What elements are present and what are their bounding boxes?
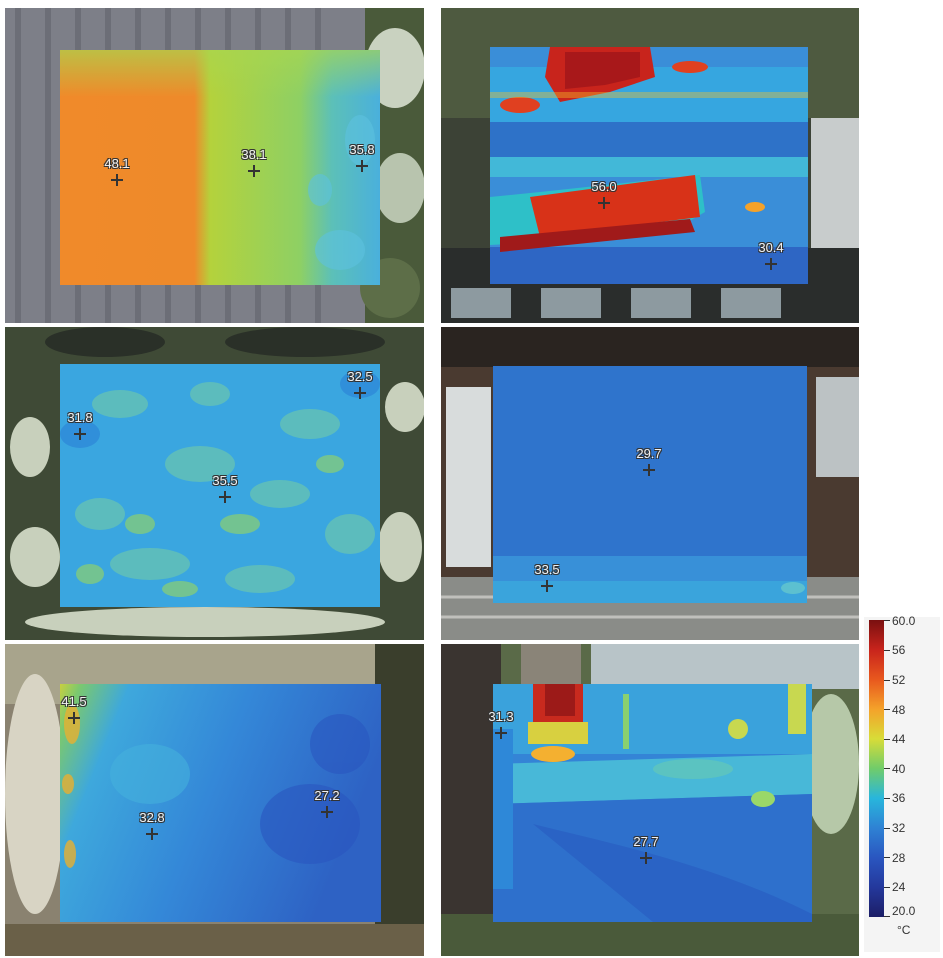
crosshair-icon xyxy=(111,174,123,186)
scale-tick xyxy=(884,620,890,621)
scale-label: 36 xyxy=(892,791,906,805)
crosshair-icon xyxy=(598,197,610,209)
temperature-label: 35.8 xyxy=(349,142,375,157)
crosshair-icon xyxy=(68,712,80,724)
thermal-panel-6: 31.3 27.7 xyxy=(441,644,859,956)
temperature-label: 35.5 xyxy=(212,473,238,488)
temperature-label: 29.7 xyxy=(636,446,662,461)
temperature-label: 31.8 xyxy=(67,410,93,425)
scale-tick xyxy=(884,857,890,858)
temperature-label: 32.8 xyxy=(139,810,165,825)
temperature-label: 38.1 xyxy=(241,147,267,162)
crosshair-icon xyxy=(356,160,368,172)
thermal-overlay xyxy=(490,47,808,284)
temperature-color-scale: 60.0 56 52 48 44 40 36 32 28 24 20.0 °C xyxy=(864,614,940,952)
scale-label: 32 xyxy=(892,821,906,835)
crosshair-icon xyxy=(146,828,158,840)
crosshair-icon xyxy=(643,464,655,476)
thermal-overlay xyxy=(60,684,381,922)
scale-label: 48 xyxy=(892,703,906,717)
scale-label: 28 xyxy=(892,851,906,865)
temperature-label: 56.0 xyxy=(591,179,617,194)
thermal-overlay xyxy=(493,684,812,922)
thermal-overlay xyxy=(493,366,807,603)
thermal-panel-2: 56.0 30.4 xyxy=(441,8,859,323)
crosshair-icon xyxy=(495,727,507,739)
temperature-label: 33.5 xyxy=(534,562,560,577)
crosshair-icon xyxy=(765,258,777,270)
scale-label: 52 xyxy=(892,673,906,687)
color-gradient-bar xyxy=(869,620,884,917)
scale-label: 56 xyxy=(892,643,906,657)
crosshair-icon xyxy=(248,165,260,177)
temperature-label: 30.4 xyxy=(758,240,784,255)
thermal-overlay xyxy=(60,50,380,285)
temperature-label: 27.7 xyxy=(633,834,659,849)
scale-label: 44 xyxy=(892,732,906,746)
scale-tick xyxy=(884,828,890,829)
temperature-label: 32.5 xyxy=(347,369,373,384)
thermal-panel-4: 29.7 33.5 xyxy=(441,327,859,640)
crosshair-icon xyxy=(219,491,231,503)
crosshair-icon xyxy=(74,428,86,440)
scale-tick xyxy=(884,887,890,888)
scale-tick xyxy=(884,739,890,740)
scale-label: 60.0 xyxy=(892,614,916,628)
scale-label: 24 xyxy=(892,880,906,894)
temperature-label: 48.1 xyxy=(104,156,130,171)
thermal-panel-3: 32.5 31.8 35.5 xyxy=(5,327,424,640)
temperature-label: 31.3 xyxy=(488,709,514,724)
scale-tick xyxy=(884,768,890,769)
thermal-panel-1: 48.1 38.1 35.8 xyxy=(5,8,424,323)
thermal-overlay xyxy=(60,364,380,607)
thermal-panel-5: 41.5 32.8 27.2 xyxy=(5,644,424,956)
scale-tick xyxy=(884,650,890,651)
crosshair-icon xyxy=(541,580,553,592)
crosshair-icon xyxy=(640,852,652,864)
scale-label: 40 xyxy=(892,762,906,776)
crosshair-icon xyxy=(321,806,333,818)
scale-label: 20.0 xyxy=(892,904,916,918)
scale-tick xyxy=(884,709,890,710)
crosshair-icon xyxy=(354,387,366,399)
scale-unit: °C xyxy=(897,923,911,937)
scale-tick xyxy=(884,680,890,681)
temperature-label: 41.5 xyxy=(61,694,87,709)
scale-tick xyxy=(884,798,890,799)
temperature-label: 27.2 xyxy=(314,788,340,803)
scale-tick xyxy=(884,916,890,917)
